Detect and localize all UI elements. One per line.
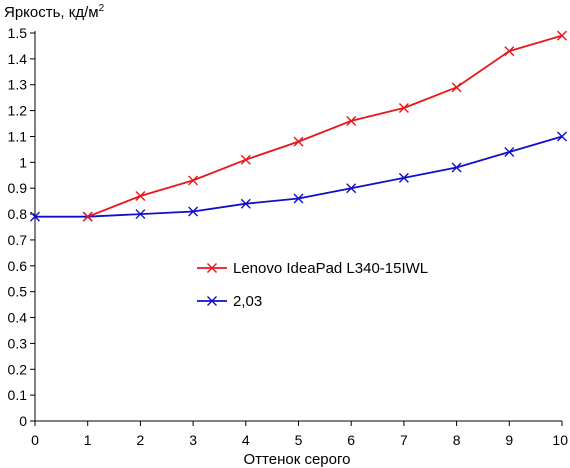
x-tick-label: 8 [453, 432, 461, 448]
x-tick-label: 5 [295, 432, 303, 448]
series-0 [82, 30, 567, 222]
series-group [30, 30, 567, 222]
data-point [346, 183, 357, 194]
data-point [504, 146, 515, 157]
x-axis-title: Оттенок серого [244, 451, 351, 468]
x-tick-label: 1 [84, 432, 92, 448]
x-tick-label: 2 [137, 432, 145, 448]
y-tick-label: 1.2 [8, 103, 28, 119]
y-tick-label: 0.5 [8, 284, 28, 300]
y-tick-label: 0.8 [8, 206, 28, 222]
data-point [135, 190, 146, 201]
data-point [188, 206, 199, 217]
y-tick-label: 1.4 [8, 51, 28, 67]
data-point [293, 193, 304, 204]
y-tick-label: 0.7 [8, 232, 28, 248]
x-tick-label: 0 [31, 432, 39, 448]
data-point [451, 162, 462, 173]
x-tick-label: 4 [242, 432, 250, 448]
y-tick-label: 0 [19, 413, 27, 429]
data-point [30, 211, 40, 222]
legend-label: 2,03 [233, 293, 262, 310]
series-line [35, 135, 563, 218]
y-tick-label: 0.6 [8, 258, 28, 274]
axes [34, 31, 562, 422]
y-axis-title: Яркость, кд/м2 [4, 3, 105, 21]
data-point [240, 198, 251, 209]
y-tick-label: 0.2 [8, 361, 28, 377]
data-point [398, 172, 409, 183]
y-tick-label: 1.3 [8, 77, 28, 93]
data-point [557, 30, 567, 41]
data-point [135, 209, 146, 220]
data-point [346, 115, 357, 126]
data-point [557, 131, 567, 142]
data-point [504, 46, 515, 57]
legend-marker [207, 296, 217, 306]
legend-item: 2,03 [197, 293, 262, 310]
data-point [82, 211, 93, 222]
legend-item: Lenovo IdeaPad L340-15IWL [197, 260, 428, 277]
legend-label: Lenovo IdeaPad L340-15IWL [233, 260, 428, 277]
x-tick-label: 10 [552, 432, 568, 448]
data-point [451, 82, 462, 93]
x-tick-label: 3 [189, 432, 197, 448]
y-tick-label: 0.1 [8, 387, 28, 403]
y-tick-label: 1 [19, 154, 27, 170]
y-axis-ticks: 0 0.1 0.2 0.3 0.4 0.5 0.6 0.7 0.8 0.9 1 1.1 1.2 1.3 1.… [8, 25, 35, 429]
y-tick-label: 1.1 [8, 128, 28, 144]
x-tick-label: 6 [347, 432, 355, 448]
data-point [293, 136, 304, 147]
y-tick-label: 0.3 [8, 335, 28, 351]
data-point [188, 175, 199, 186]
data-point [398, 103, 409, 114]
y-tick-label: 0.9 [8, 180, 28, 196]
series-1 [30, 131, 567, 222]
y-tick-label: 1.5 [8, 25, 28, 41]
legend: Lenovo IdeaPad L340-15IWL 2,03 [197, 260, 428, 310]
legend-marker [207, 263, 217, 273]
x-tick-label: 7 [400, 432, 408, 448]
y-tick-label: 0.4 [8, 310, 28, 326]
x-axis-ticks: 0 1 2 3 4 5 6 7 8 9 10 [31, 421, 568, 448]
x-tick-label: 9 [505, 432, 513, 448]
series-line [87, 34, 563, 218]
data-point [240, 154, 251, 165]
